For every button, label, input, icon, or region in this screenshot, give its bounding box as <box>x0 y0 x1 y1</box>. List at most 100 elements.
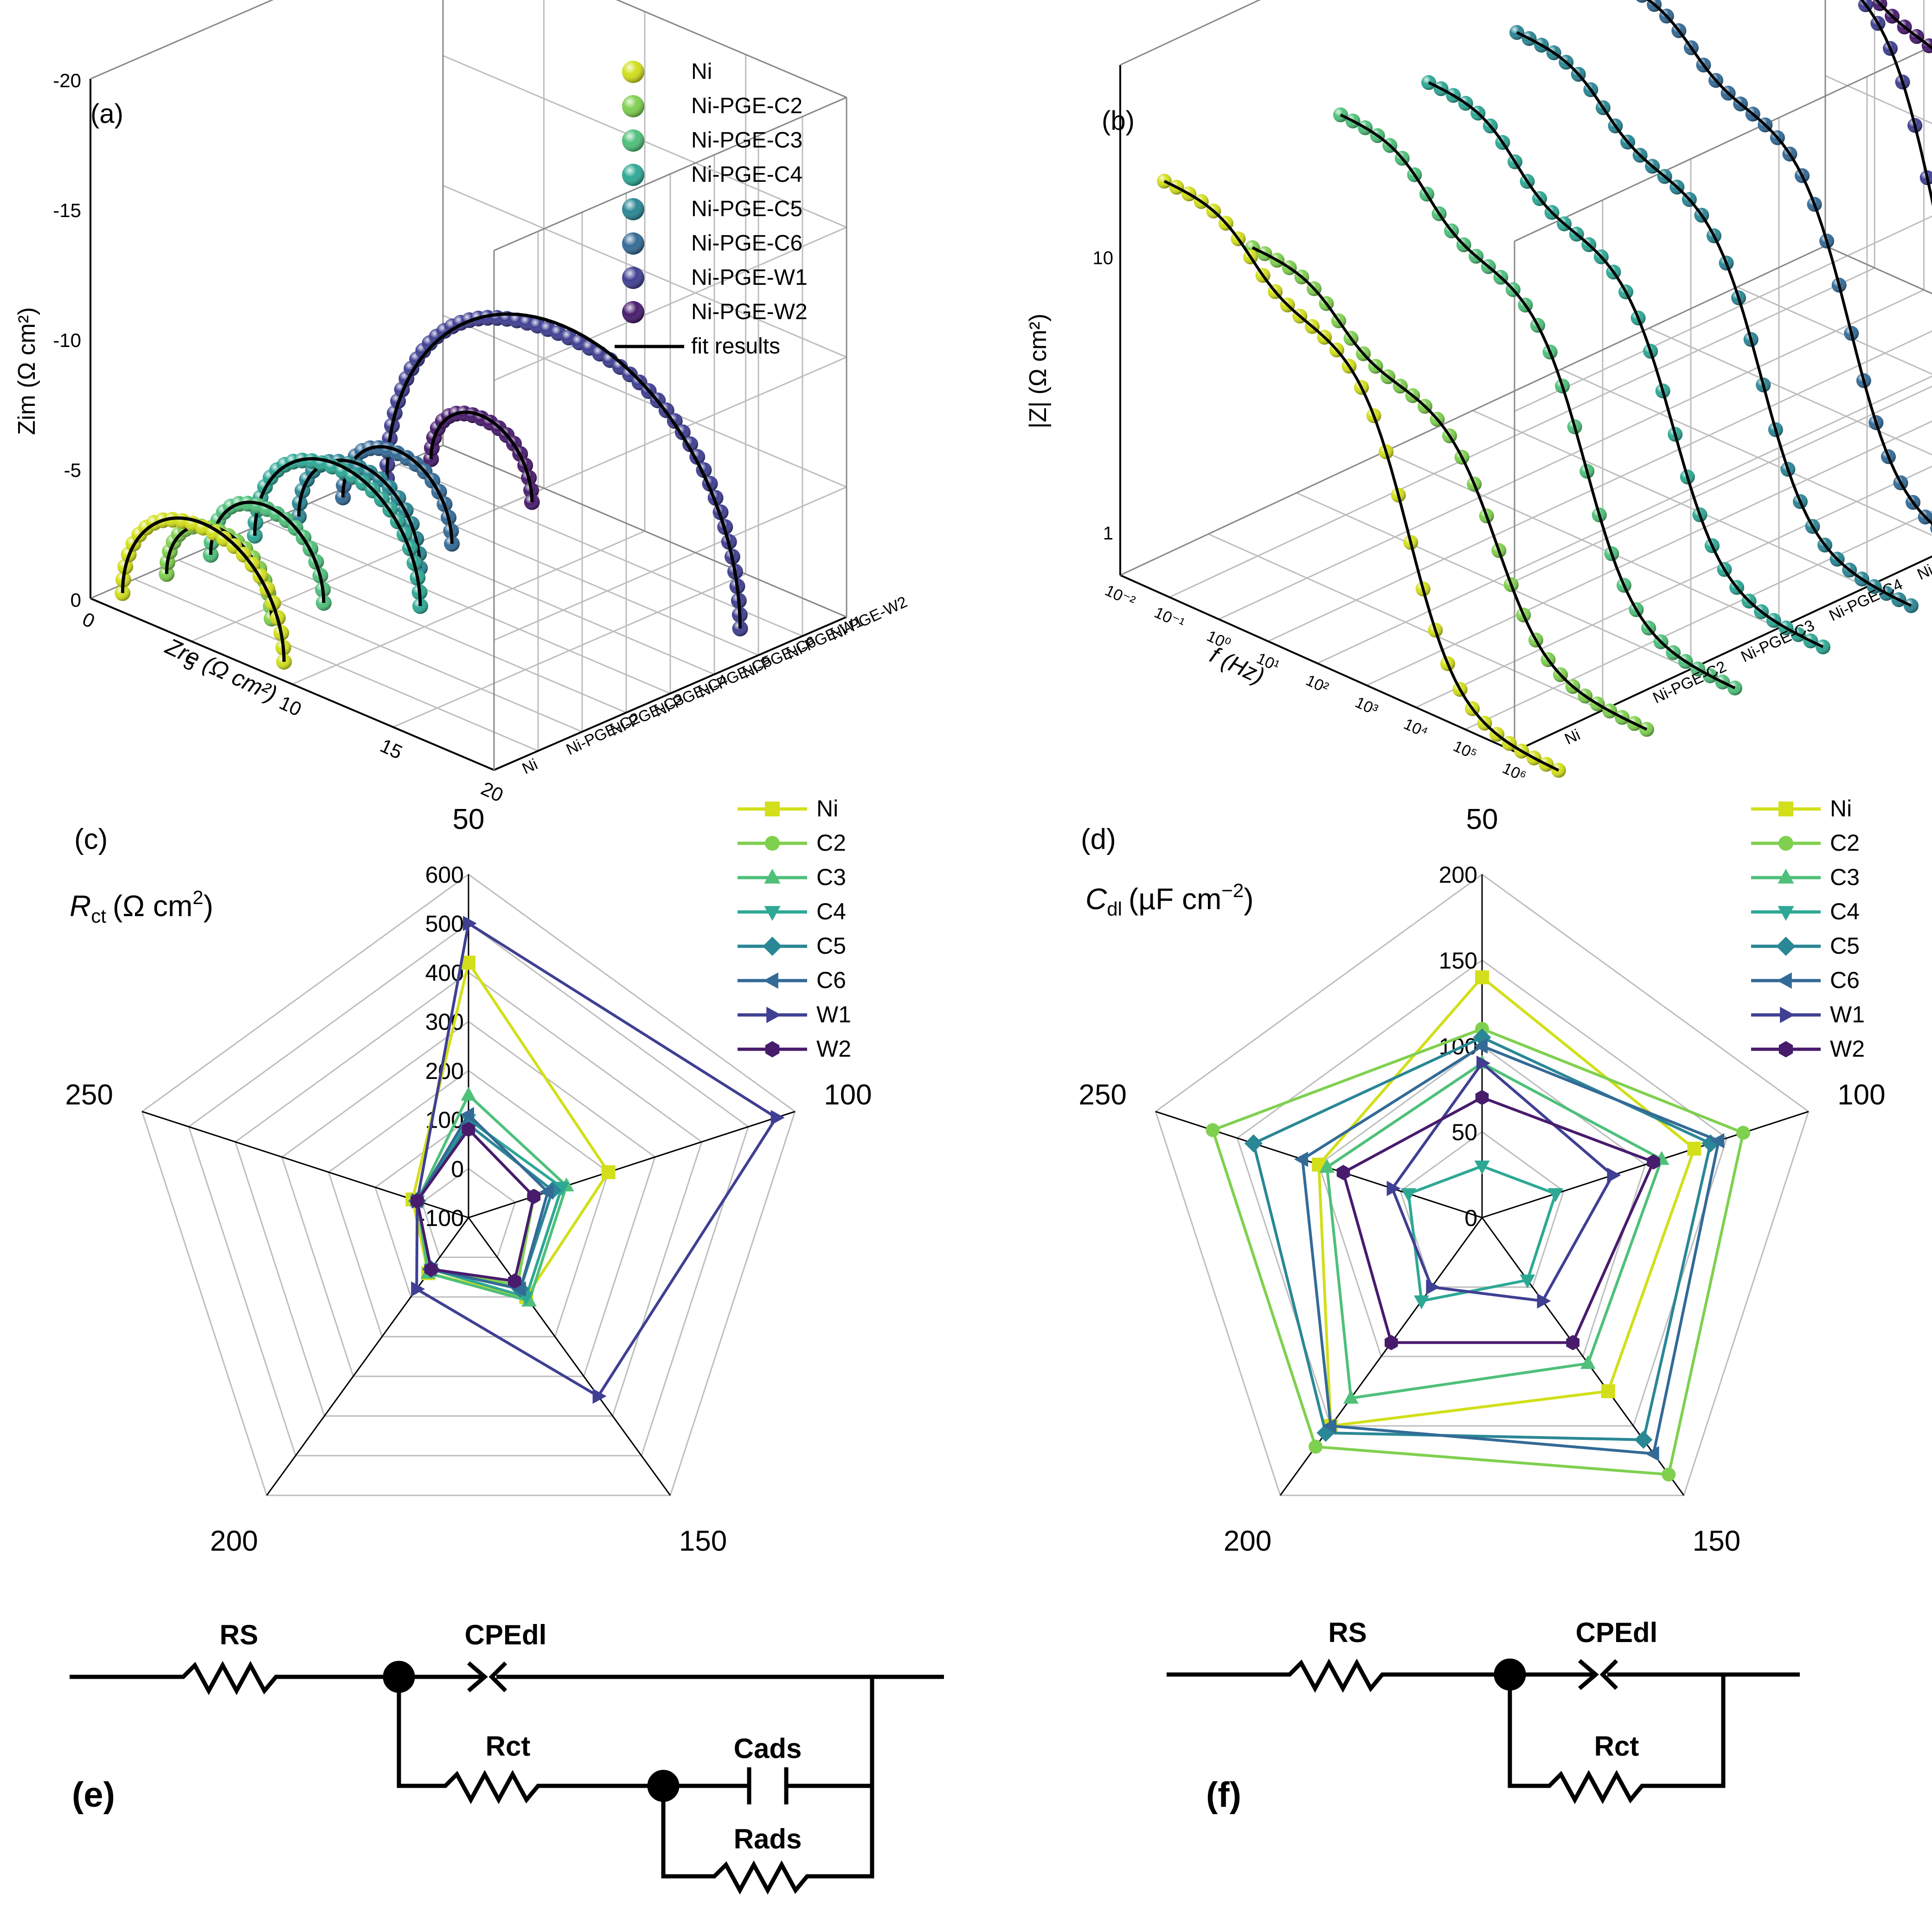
panel-a-xtick: 10 <box>276 692 305 720</box>
panel-a-xlabel: Zre (Ω cm²) <box>161 633 281 707</box>
panel-b-point-C6-shade <box>1636 0 1648 3</box>
panel-a-legend-label: Ni-PGE-C3 <box>691 128 802 153</box>
legend-label-C3: C3 <box>1830 864 1860 890</box>
panel-b-fit-C2 <box>1252 246 1648 731</box>
panel-a-xtick: 20 <box>478 777 507 806</box>
axis-line <box>1120 245 1826 576</box>
legend-label-W2: W2 <box>1830 1036 1865 1062</box>
radar-series-C4 <box>1407 1164 1558 1303</box>
panel-c-legend: Ni C2 C3 C4 C5 C6 W1 W2 <box>738 796 851 1062</box>
panel-d-title-close: ) <box>1244 882 1253 916</box>
panel-a-legend-marker <box>622 232 644 255</box>
legend-marker-C3 <box>764 868 781 884</box>
panel-a-legend-label: Ni-PGE-C2 <box>691 94 802 118</box>
grid-line <box>134 578 539 752</box>
legend-marker-C5 <box>763 937 782 956</box>
axis-line <box>494 96 847 251</box>
radar-axis-label: 100 <box>824 1079 872 1111</box>
radar-tick-label: 150 <box>1439 948 1477 974</box>
panel-b-point-C6-shade <box>1930 523 1932 533</box>
circuit-e <box>70 1661 944 1895</box>
grid-line <box>266 521 671 694</box>
circuit-e-rs-resistor <box>70 1661 399 1695</box>
legend-label-Ni: Ni <box>1830 796 1852 821</box>
panel-b-zticks: 1 10 <box>1093 248 1114 544</box>
panel-d-title-main: C <box>1085 882 1107 916</box>
radar-grid-ring <box>1318 1045 1646 1357</box>
radar-series-C3 <box>1325 1061 1663 1400</box>
radar-point-W1 <box>770 1110 785 1125</box>
radar-point-Ni <box>1601 1384 1615 1399</box>
grid-line <box>222 540 627 713</box>
legend-marker-W2 <box>1778 1041 1793 1058</box>
panel-a-legend-marker-shade <box>622 301 644 323</box>
radar-series-C2 <box>1211 1027 1745 1476</box>
panel-a-ztick: -15 <box>53 199 81 221</box>
radar-point-C2 <box>1206 1123 1220 1137</box>
radar-grid-ring <box>327 1070 610 1338</box>
radar-point-W2 <box>1647 1154 1660 1170</box>
grid-line <box>1649 327 1932 456</box>
panel-b-fit-C5 <box>1516 31 1912 607</box>
legend-label-W1: W1 <box>1830 1001 1865 1027</box>
radar-point-C3 <box>1343 1390 1359 1404</box>
axis-line <box>616 0 847 98</box>
circuit-f-rct-resistor <box>1508 1675 1726 1804</box>
circuit-e-cads-capacitor <box>663 1767 872 1804</box>
panel-b-point-Ni <box>1157 173 1172 189</box>
panel-d-title-sub: dl <box>1107 898 1122 920</box>
legend-label-C3: C3 <box>816 864 846 890</box>
legend-marker-C4 <box>764 906 781 921</box>
radar-point-C2 <box>1662 1467 1676 1482</box>
radar-point-W2 <box>508 1273 521 1289</box>
radar-grid-ring <box>188 922 749 1457</box>
radar-grid-ring <box>421 1168 516 1258</box>
panel-c-title: Rct (Ω cm2) <box>70 886 213 927</box>
panel-b-point-C3 <box>1333 107 1348 122</box>
panel-a-data <box>115 310 748 670</box>
radar-series-C3 <box>416 1092 568 1303</box>
panel-a-zlabel: Zim (Ω cm²) <box>13 307 40 435</box>
panel-b-point-C6 <box>1636 0 1648 3</box>
legend-label-C5: C5 <box>816 933 846 959</box>
legend-marker-W2 <box>765 1041 780 1058</box>
circuit-f-rs-label: RS <box>1328 1617 1367 1648</box>
legend-marker-C6 <box>763 972 778 989</box>
panel-b-xtick: 10⁻¹ <box>1151 603 1187 633</box>
radar-point-Ni <box>1687 1142 1701 1156</box>
grid-line <box>310 502 715 675</box>
panel-a-point-Ni-shade <box>276 654 292 670</box>
panel-a-ztick: 0 <box>71 589 81 611</box>
radar-spoke <box>1481 1217 1685 1496</box>
radar-point-C3 <box>1319 1159 1335 1173</box>
radar-point-W2 <box>462 1122 475 1137</box>
panel-a-legend-fit-label: fit results <box>691 334 780 359</box>
panel-a-legend-marker <box>622 95 644 117</box>
radar-point-W1 <box>463 916 477 931</box>
radar-axis-label: 200 <box>210 1525 258 1557</box>
panel-a-fit-C3 <box>209 501 326 603</box>
radar-series-C5 <box>1252 1036 1713 1441</box>
legend-marker-C3 <box>1778 868 1794 884</box>
radar-point-W1 <box>1426 1279 1440 1295</box>
panel-b-zlabel: |Z| (Ω cm²) <box>1025 314 1052 429</box>
grid-line <box>1472 410 1868 588</box>
radar-point-W2 <box>411 1193 424 1209</box>
legend-label-C2: C2 <box>816 830 846 856</box>
radar-tick-label: -100 <box>417 1205 464 1231</box>
radar-point-W1 <box>1607 1168 1621 1183</box>
radar-series-C6 <box>1301 1044 1720 1456</box>
panel-b-yticks: NiNi-PGE-C2Ni-PGE-C3Ni-PGE-C4Ni-PGE-C5Ni… <box>1562 534 1932 748</box>
radar-series-Ni <box>411 959 610 1299</box>
radar-point-C6 <box>539 1184 553 1200</box>
circuit-e-cpe-branch <box>399 1661 944 1693</box>
radar-point-C6 <box>1294 1151 1308 1167</box>
grid-line <box>354 483 759 656</box>
grid-line <box>1737 286 1932 375</box>
panel-b-xtick: 10³ <box>1353 693 1381 719</box>
radar-tick-label: 600 <box>425 862 464 888</box>
axis-line <box>1825 245 1932 295</box>
panel-a-xtick: 0 <box>79 608 98 632</box>
radar-spoke <box>468 1217 671 1496</box>
